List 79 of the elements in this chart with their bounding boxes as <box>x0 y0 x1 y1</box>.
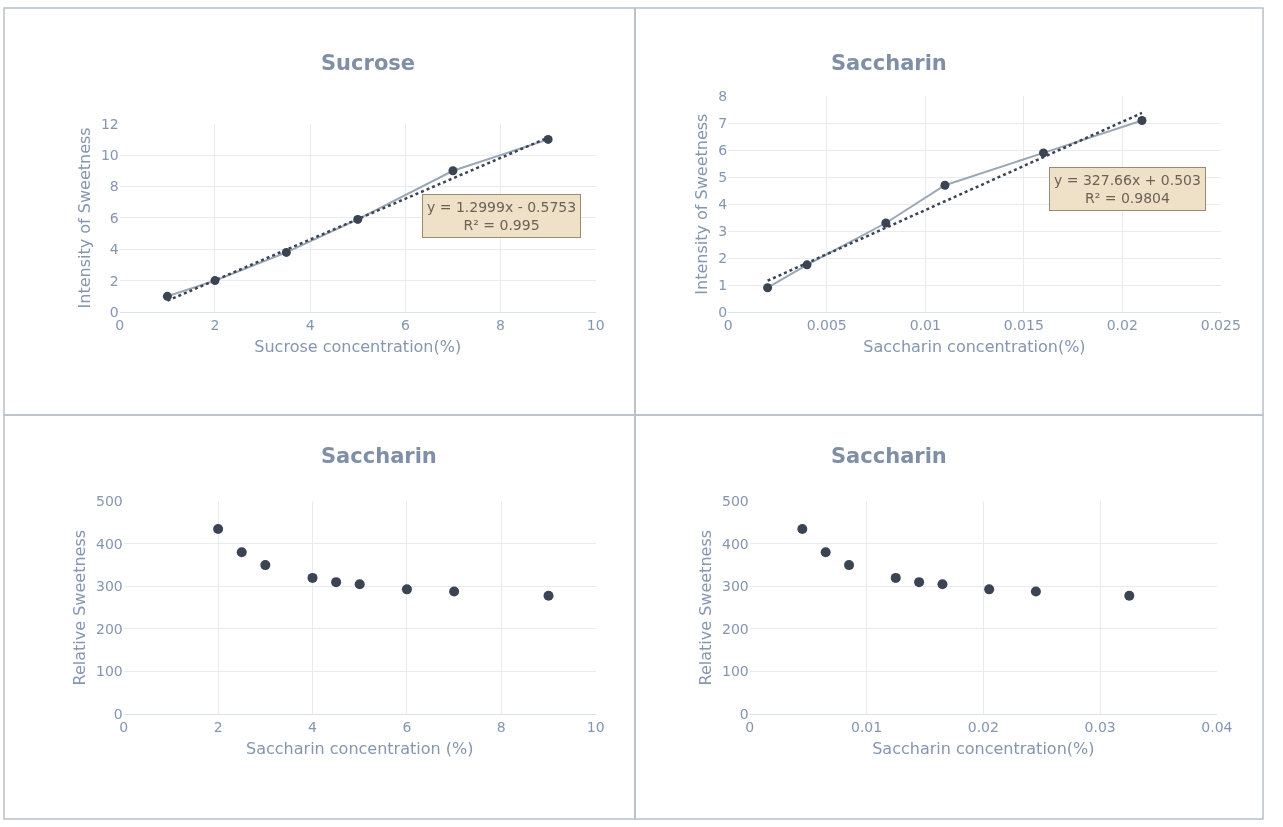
x-axis-title: Saccharin concentration (%) <box>246 738 474 758</box>
y-tick-label: 200 <box>722 620 749 637</box>
y-tick-label: 0 <box>113 705 123 722</box>
y-tick-label: 400 <box>95 535 123 552</box>
y-tick-label: 300 <box>95 578 123 595</box>
point <box>543 590 554 601</box>
y-tick-label: 100 <box>95 663 123 680</box>
y-tick-label: 6 <box>718 142 728 159</box>
x-axis-title: Saccharin concentration(%) <box>863 336 1086 356</box>
y-tick-label: 6 <box>109 209 119 226</box>
y-tick-label: 7 <box>718 115 728 132</box>
point <box>797 523 808 534</box>
x-tick-label: 6 <box>400 316 410 333</box>
x-axis-title: Sucrose concentration(%) <box>254 336 462 356</box>
point <box>331 577 342 588</box>
x-tick-label: 0.02 <box>1106 316 1138 333</box>
point <box>820 547 831 558</box>
y-tick-label: 400 <box>722 535 749 552</box>
point <box>307 572 318 583</box>
y-tick-label: 0 <box>739 705 749 722</box>
point <box>236 547 247 558</box>
x-tick-label: 0.01 <box>850 718 883 735</box>
y-tick-label: 1 <box>718 276 728 293</box>
point <box>914 577 925 588</box>
point <box>1124 590 1135 601</box>
y-tick-label: 200 <box>95 620 123 637</box>
x-tick-label: 4 <box>308 718 318 735</box>
y-tick-label: 300 <box>722 578 749 595</box>
y-tick-label: 2 <box>718 249 728 266</box>
point <box>984 584 995 595</box>
x-tick-label: 0.005 <box>806 316 847 333</box>
point <box>1030 586 1041 597</box>
chart-title: Saccharin <box>831 444 947 468</box>
chart-title: Saccharin <box>831 51 947 75</box>
y-axis-title: Intensity of Sweetness <box>692 113 712 295</box>
annotation: y = 1.2999x - 0.5753 R² = 0.995 <box>427 199 577 234</box>
point <box>260 560 271 571</box>
point <box>937 579 948 590</box>
x-tick-label: 0.04 <box>1201 718 1233 735</box>
chart-title: Sucrose <box>321 51 416 75</box>
y-tick-label: 12 <box>100 115 119 132</box>
x-tick-label: 0.03 <box>1084 718 1116 735</box>
y-tick-label: 10 <box>100 147 119 163</box>
point <box>213 523 224 534</box>
y-axis-title: Relative Sweetness <box>695 529 715 686</box>
y-tick-label: 100 <box>722 663 749 680</box>
y-tick-label: 0 <box>718 303 728 320</box>
y-tick-label: 500 <box>722 493 749 510</box>
y-tick-label: 4 <box>109 241 119 258</box>
y-tick-label: 2 <box>109 272 119 289</box>
y-tick-label: 4 <box>718 196 728 213</box>
y-tick-label: 0 <box>109 303 119 320</box>
y-tick-label: 500 <box>95 493 123 510</box>
annotation: y = 327.66x + 0.503 R² = 0.9804 <box>1054 172 1201 207</box>
x-tick-label: 0.015 <box>1003 316 1044 333</box>
x-tick-label: 0.025 <box>1200 316 1241 333</box>
point <box>401 584 412 595</box>
y-axis-title: Relative Sweetness <box>69 529 89 686</box>
x-tick-label: 10 <box>586 718 605 735</box>
x-tick-label: 8 <box>496 718 506 735</box>
x-axis-title: Saccharin concentration(%) <box>872 738 1095 758</box>
x-tick-label: 2 <box>213 718 223 735</box>
point <box>354 579 365 590</box>
x-tick-label: 0.01 <box>909 316 941 333</box>
point <box>844 560 855 571</box>
x-tick-label: 6 <box>402 718 412 735</box>
y-tick-label: 5 <box>718 169 728 186</box>
x-tick-label: 8 <box>496 316 505 333</box>
x-tick-label: 0.02 <box>967 718 999 735</box>
chart-title: Saccharin <box>321 444 437 468</box>
x-tick-label: 2 <box>210 316 220 333</box>
y-tick-label: 8 <box>109 178 119 195</box>
point <box>449 586 460 597</box>
y-axis-title: Intensity of Sweetness <box>74 127 94 309</box>
y-tick-label: 3 <box>718 223 728 239</box>
x-tick-label: 4 <box>305 316 315 333</box>
point <box>890 572 901 583</box>
x-tick-label: 10 <box>586 316 605 333</box>
y-tick-label: 8 <box>718 88 728 105</box>
